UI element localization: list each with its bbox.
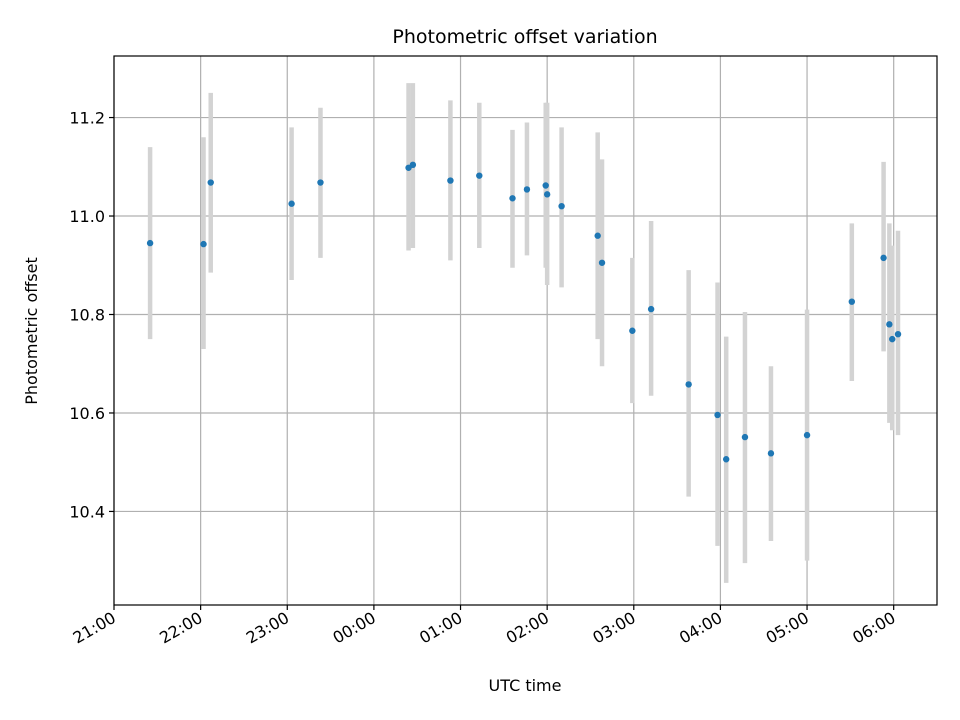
y-tick-label: 10.6 [69,404,105,423]
data-point [894,330,902,338]
data-point [848,298,856,305]
data-point [543,191,551,198]
chart-title: Photometric offset variation [392,26,657,48]
data-point [889,335,896,343]
data-point [722,456,730,463]
data-point [509,195,516,202]
data-point [880,254,887,262]
data-point [200,240,207,248]
data-point [803,431,811,439]
data-point [714,411,721,419]
data-point [741,433,749,441]
y-tick-label: 11.0 [69,207,105,226]
data-point [685,381,692,388]
data-point [598,259,606,266]
data-point [447,177,454,184]
data-point [558,202,565,210]
x-axis-label: UTC time [489,676,562,695]
data-point [594,232,601,239]
data-point [629,327,636,334]
data-point [288,200,295,207]
y-tick-label: 10.4 [69,502,105,521]
data-point [886,321,893,328]
data-point [317,179,324,186]
data-point [409,161,417,169]
data-point [476,172,483,179]
plot-frame [113,55,938,606]
data-point [767,450,775,457]
data-point [146,239,154,247]
y-axis-label: Photometric offset [22,257,41,405]
data-point [207,179,214,186]
y-tick-label: 10.8 [69,305,105,324]
data-point [647,305,655,313]
data-point [542,182,549,189]
point-layer [146,161,902,463]
data-point [523,186,531,193]
y-tick-label: 11.2 [69,109,105,128]
